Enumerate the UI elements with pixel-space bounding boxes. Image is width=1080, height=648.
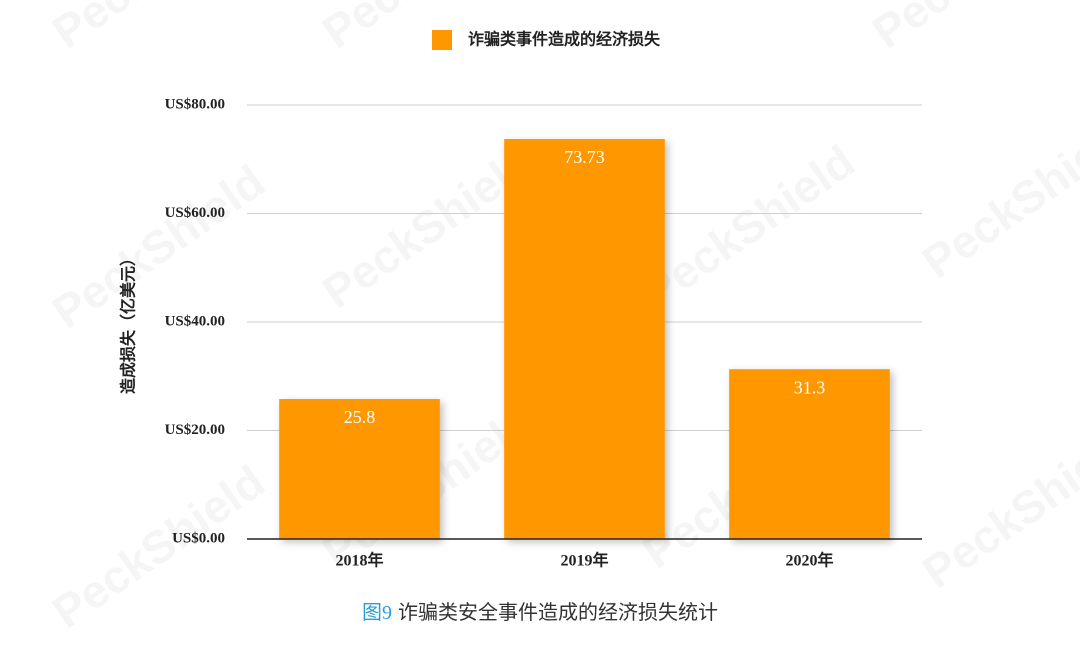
watermark: PeckShield (43, 455, 274, 638)
y-tick-label: US$80.00 (165, 96, 225, 112)
watermark: PeckShield (43, 155, 274, 338)
plot: US$0.00 US$20.00 US$40.00 US$60.00 US$80.00 2… (165, 96, 922, 570)
y-axis-label: 造成损失（亿美元） (119, 250, 138, 394)
bar (279, 399, 440, 539)
y-tick-label: US$60.00 (165, 205, 225, 221)
watermark: PeckShield (43, 0, 274, 58)
legend-label: 诈骗类事件造成的经济损失 (468, 30, 661, 49)
caption-label: 图9 (362, 602, 392, 624)
y-tick-label: US$40.00 (165, 313, 225, 329)
y-tick-label: US$0.00 (172, 530, 225, 546)
value-label: 25.8 (344, 407, 376, 427)
value-label: 31.3 (794, 377, 826, 397)
watermark: PeckShield (913, 105, 1080, 288)
bar (504, 139, 665, 539)
x-tick-label: 2019年 (560, 551, 608, 570)
y-tick-label: US$20.00 (165, 422, 225, 438)
caption-text: 诈骗类安全事件造成的经济损失统计 (398, 601, 718, 624)
value-label: 73.73 (564, 147, 605, 167)
watermark: PeckShield (913, 415, 1080, 598)
caption: 图9 诈骗类安全事件造成的经济损失统计 (362, 601, 718, 624)
bar (729, 369, 890, 539)
watermark: PeckShield (633, 135, 864, 318)
x-tick-label: 2020年 (785, 551, 833, 570)
legend-swatch (432, 30, 452, 50)
watermark: PeckShield (863, 0, 1080, 58)
x-tick-label: 2018年 (335, 551, 383, 570)
watermark: PeckShield (313, 0, 544, 58)
